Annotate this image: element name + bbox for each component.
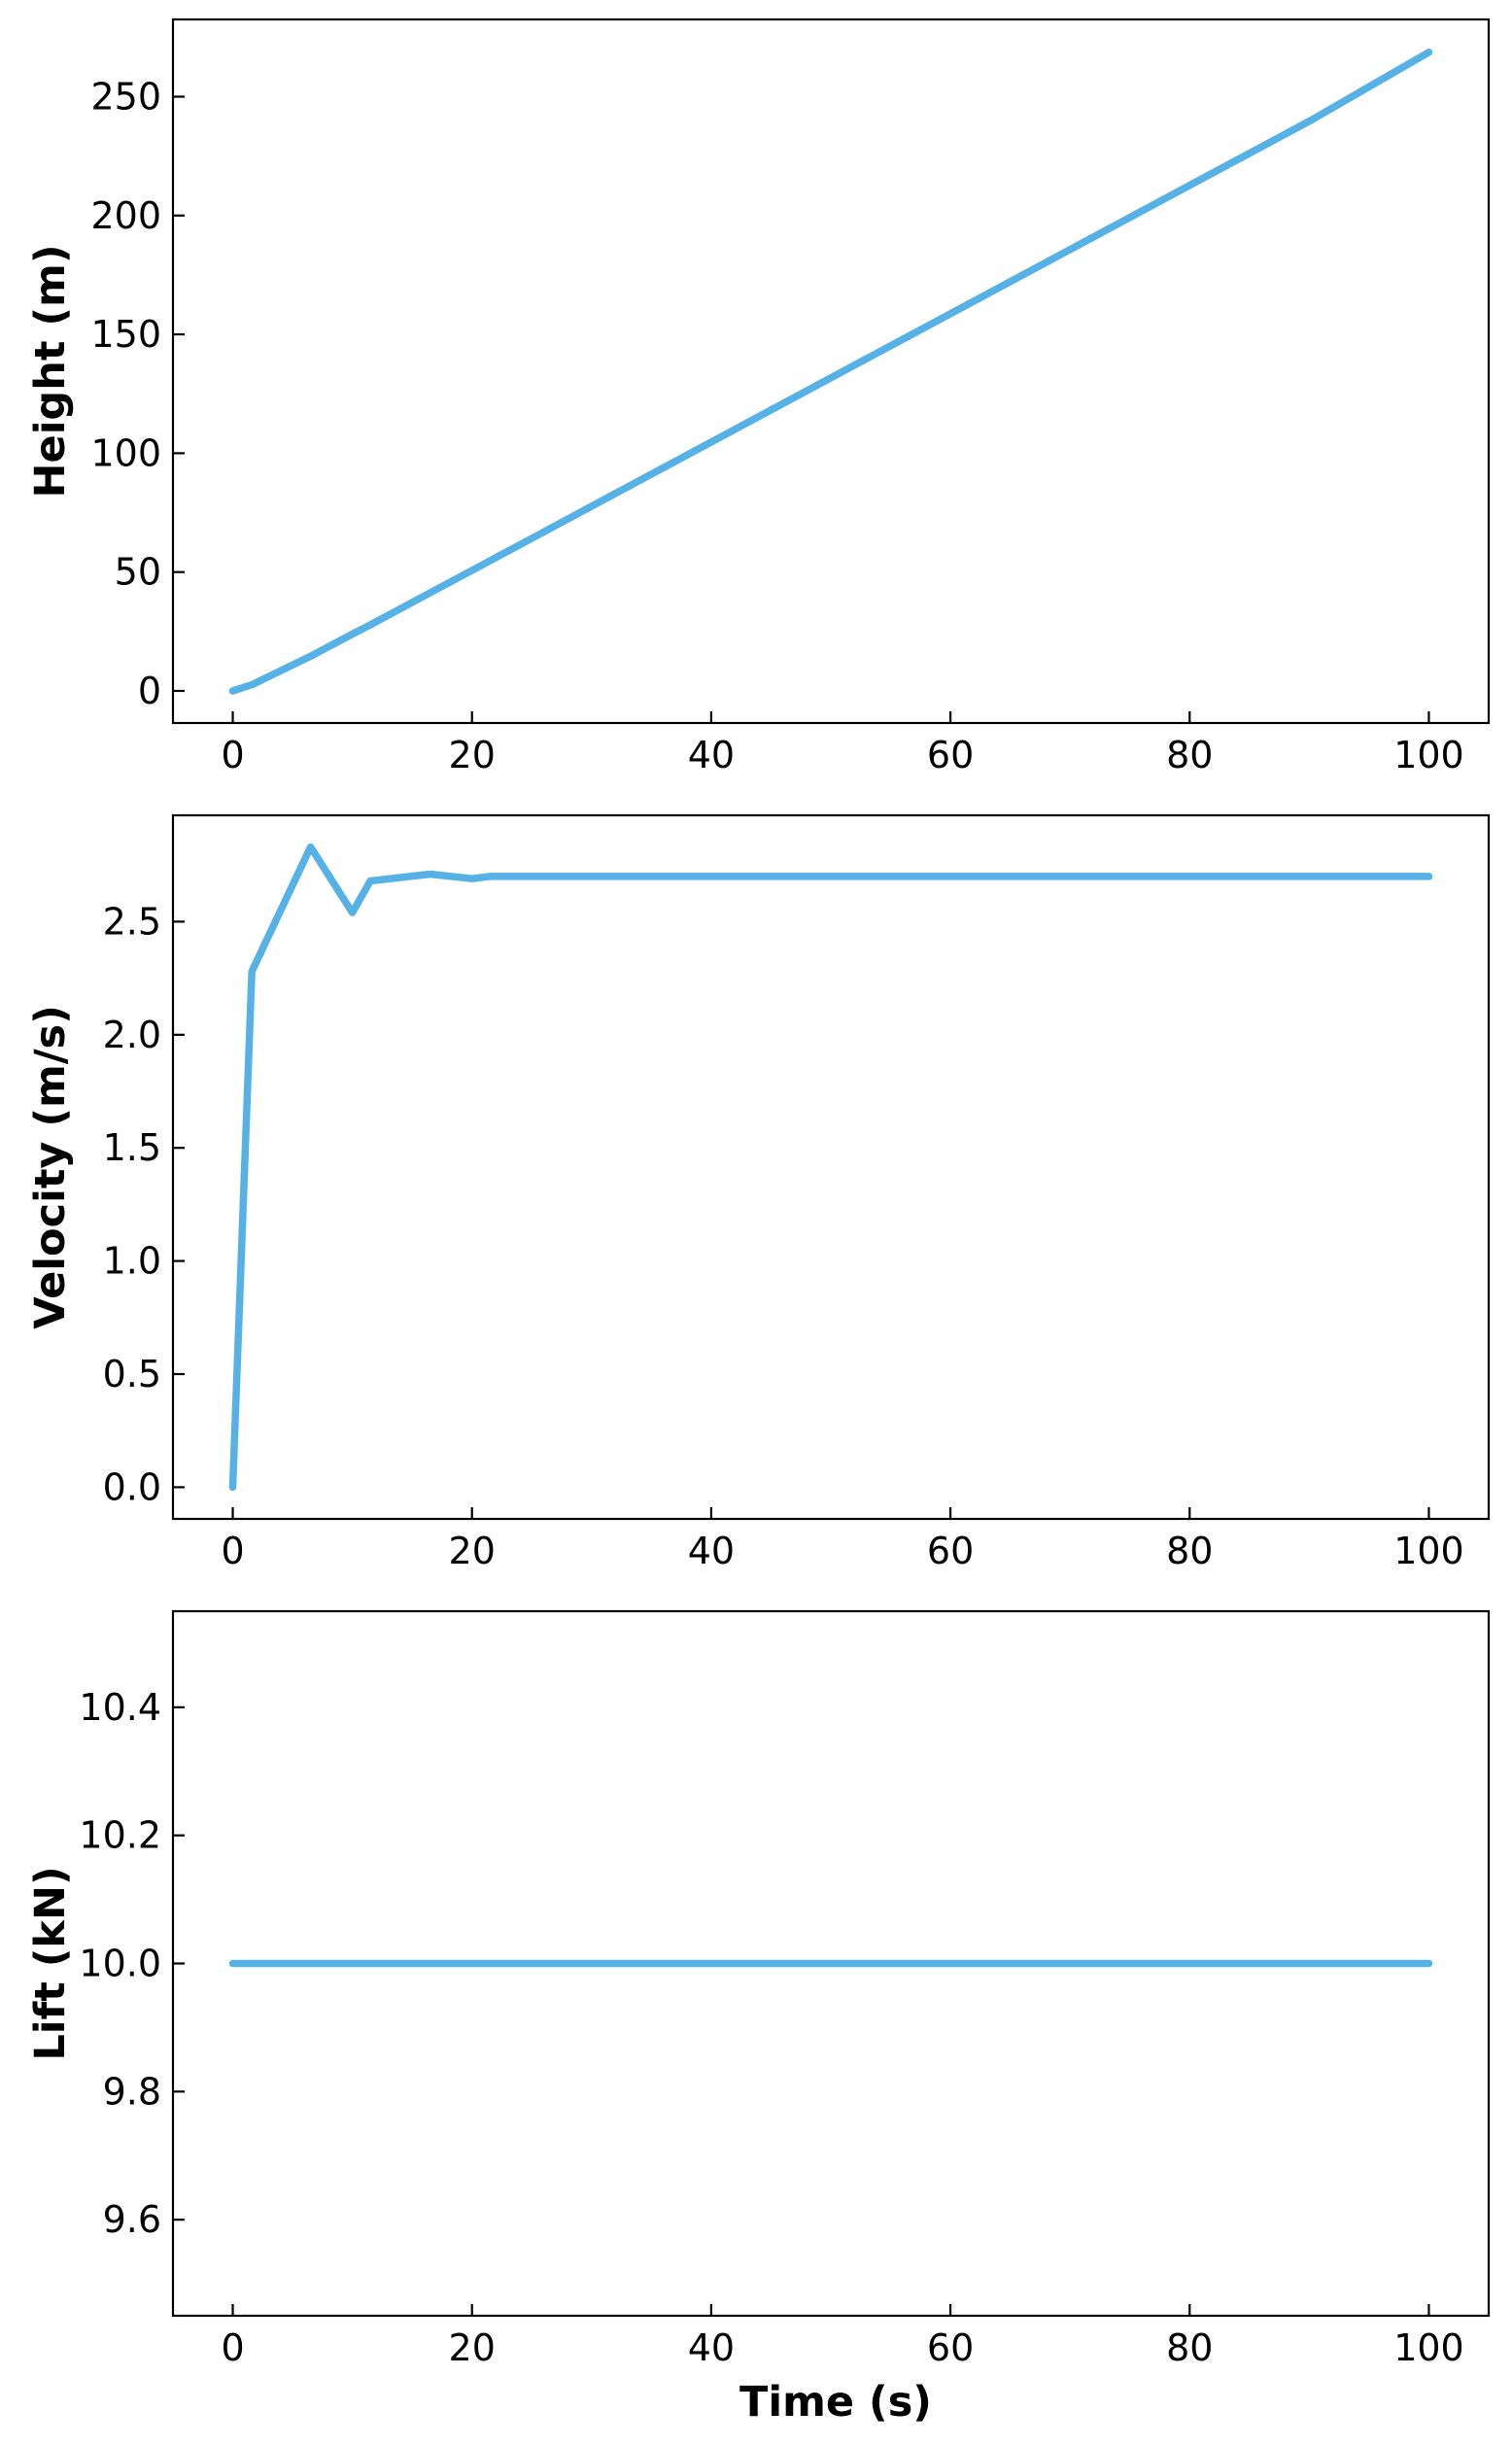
- y-tick-label: 250: [90, 75, 161, 118]
- y-tick-label: 0.5: [103, 1353, 161, 1395]
- x-tick-label: 100: [1393, 2326, 1464, 2369]
- y-axis-label: Lift (kN): [26, 1866, 75, 2060]
- x-tick-label: 0: [221, 2326, 244, 2369]
- y-tick-label: 2.5: [103, 900, 161, 943]
- subplot-3: 0 20 40 60 80 100 9.6 9.8 10.0 10.2 10.4 Lift (kN): [26, 1609, 1491, 2369]
- x-tick-label: 40: [688, 2326, 735, 2369]
- x-tick-label: 80: [1166, 1530, 1213, 1572]
- y-axis-label: Height (m): [26, 245, 75, 499]
- x-tick-label: 20: [449, 2326, 496, 2369]
- axes-frame: [171, 17, 1491, 725]
- x-tick-label: 60: [927, 1530, 974, 1572]
- subplot-2: 0 20 40 60 80 100 0.0 0.5 1.0 1.5 2.0 2.5 Velocity (…: [26, 813, 1491, 1572]
- x-tick-label: 0: [221, 734, 244, 776]
- axes-frame: [171, 813, 1491, 1521]
- x-tick-label: 40: [688, 1530, 735, 1572]
- y-tick-label: 0.0: [103, 1465, 161, 1508]
- x-tick-label: 100: [1393, 734, 1464, 776]
- y-axis-label: Velocity (m/s): [26, 1005, 75, 1329]
- y-tick-label: 150: [90, 313, 161, 356]
- y-tick-label: 50: [115, 551, 161, 594]
- y-tick-label: 9.8: [103, 2070, 161, 2113]
- series-line: [228, 49, 1433, 695]
- y-tick-label: 100: [90, 431, 161, 474]
- y-tick-label: 1.5: [103, 1126, 161, 1169]
- x-axis-label: Time (s): [739, 2378, 932, 2427]
- series-line: [228, 843, 1433, 1492]
- x-tick-label: 80: [1166, 734, 1213, 776]
- y-tick-label: 9.6: [103, 2198, 161, 2241]
- x-tick-label: 20: [449, 734, 496, 776]
- y-tick-label: 10.4: [79, 1686, 161, 1729]
- x-tick-label: 20: [449, 1530, 496, 1572]
- x-tick-label: 60: [927, 734, 974, 776]
- x-tick-label: 0: [221, 1530, 244, 1572]
- y-tick-label: 200: [90, 194, 161, 237]
- x-tick-label: 80: [1166, 2326, 1213, 2369]
- y-tick-label: 1.0: [103, 1240, 161, 1283]
- y-tick-label: 0: [138, 670, 161, 712]
- subplot-1: 0 20 40 60 80 100 0 50 100 150 200 250 Height (m): [26, 17, 1491, 776]
- x-tick-label: 100: [1393, 1530, 1464, 1572]
- y-tick-label: 2.0: [103, 1014, 161, 1056]
- y-tick-label: 10.2: [79, 1814, 161, 1857]
- x-tick-label: 40: [688, 734, 735, 776]
- y-tick-label: 10.0: [79, 1943, 161, 1985]
- x-tick-label: 60: [927, 2326, 974, 2369]
